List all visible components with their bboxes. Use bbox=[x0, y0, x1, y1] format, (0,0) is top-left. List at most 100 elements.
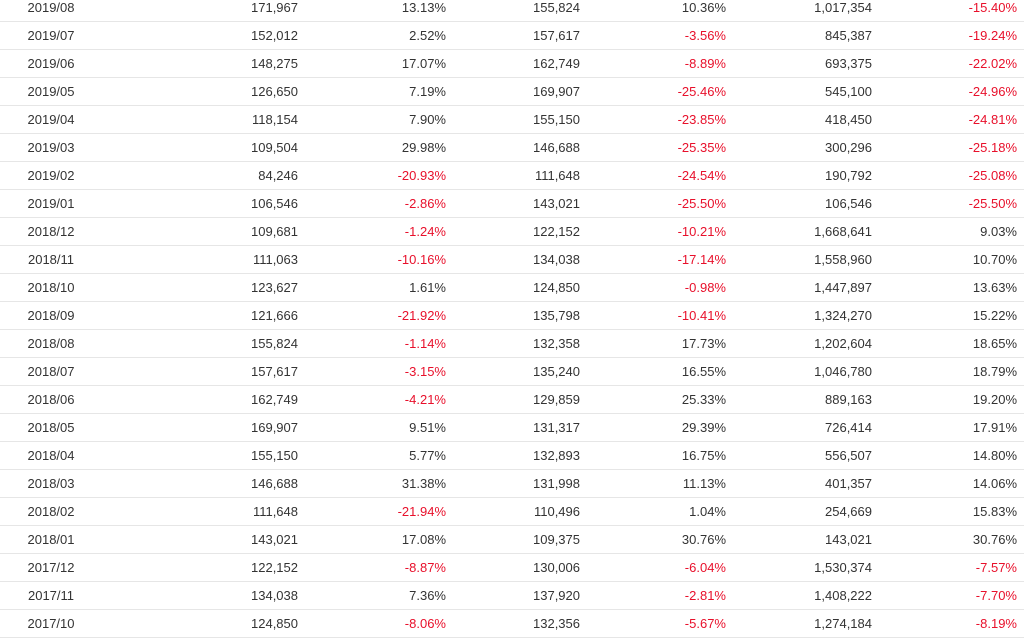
value-cell: 123,627 bbox=[251, 280, 298, 295]
value-cell: 15.83% bbox=[972, 504, 1017, 519]
value-cell: -25.46% bbox=[677, 84, 726, 99]
value-cell: 10.70% bbox=[972, 252, 1017, 267]
value-cell: 13.63% bbox=[972, 280, 1017, 295]
value-cell: -5.67% bbox=[684, 616, 726, 631]
value-cell: 2.52% bbox=[409, 28, 446, 43]
period-cell: 2018/07 bbox=[27, 364, 75, 379]
value-cell: 401,357 bbox=[825, 476, 872, 491]
value-cell: -21.94% bbox=[397, 504, 446, 519]
value-cell: 1,324,270 bbox=[814, 308, 872, 323]
value-cell: 121,666 bbox=[251, 308, 298, 323]
value-cell: -3.15% bbox=[404, 364, 446, 379]
value-cell: 1.04% bbox=[689, 504, 726, 519]
value-cell: 143,021 bbox=[533, 196, 580, 211]
value-cell: 162,749 bbox=[533, 56, 580, 71]
table-row: 2018/05 169,907 9.51% 131,317 29.39% 726,414 1… bbox=[0, 414, 1024, 442]
value-cell: -21.92% bbox=[397, 308, 446, 323]
value-cell: 143,021 bbox=[251, 532, 298, 547]
value-cell: 1,017,354 bbox=[814, 0, 872, 15]
value-cell: 118,154 bbox=[251, 112, 298, 127]
value-cell: 418,450 bbox=[825, 112, 872, 127]
value-cell: -23.85% bbox=[677, 112, 726, 127]
table-row: 2018/07 157,617 -3.15% 135,240 16.55% 1,046,7… bbox=[0, 358, 1024, 386]
value-cell: 17.08% bbox=[401, 532, 446, 547]
value-cell: 9.51% bbox=[409, 420, 446, 435]
value-cell: 109,375 bbox=[533, 532, 580, 547]
value-cell: -24.54% bbox=[677, 168, 726, 183]
value-cell: -7.57% bbox=[975, 560, 1017, 575]
value-cell: 146,688 bbox=[251, 476, 298, 491]
value-cell: 122,152 bbox=[251, 560, 298, 575]
value-cell: 106,546 bbox=[825, 196, 872, 211]
value-cell: 1,558,960 bbox=[814, 252, 872, 267]
value-cell: 9.03% bbox=[980, 224, 1017, 239]
table-row: 2019/08 171,967 13.13% 155,824 10.36% 1,017,3… bbox=[0, 0, 1024, 22]
table-row: 2019/04 118,154 7.90% 155,150 -23.85% 418,450… bbox=[0, 106, 1024, 134]
value-cell: 16.55% bbox=[681, 364, 726, 379]
value-cell: 135,798 bbox=[533, 308, 580, 323]
value-cell: 10.36% bbox=[681, 0, 726, 15]
value-cell: 15.22% bbox=[972, 308, 1017, 323]
value-cell: 84,246 bbox=[258, 168, 298, 183]
table-row: 2017/12 122,152 -8.87% 130,006 -6.04% 1,530,3… bbox=[0, 554, 1024, 582]
value-cell: -1.24% bbox=[404, 224, 446, 239]
value-cell: 137,920 bbox=[533, 588, 580, 603]
value-cell: 16.75% bbox=[681, 448, 726, 463]
value-cell: 111,648 bbox=[534, 168, 580, 183]
value-cell: 14.80% bbox=[972, 448, 1017, 463]
value-cell: 134,038 bbox=[251, 588, 298, 603]
period-cell: 2017/11 bbox=[27, 588, 75, 603]
value-cell: 190,792 bbox=[825, 168, 872, 183]
value-cell: 556,507 bbox=[825, 448, 872, 463]
value-cell: 169,907 bbox=[251, 420, 298, 435]
value-cell: 18.65% bbox=[972, 336, 1017, 351]
value-cell: -4.21% bbox=[404, 392, 446, 407]
period-cell: 2019/05 bbox=[27, 84, 75, 99]
value-cell: -8.87% bbox=[404, 560, 446, 575]
value-cell: -8.06% bbox=[404, 616, 446, 631]
value-cell: 29.39% bbox=[681, 420, 726, 435]
value-cell: 122,152 bbox=[533, 224, 580, 239]
value-cell: 30.76% bbox=[681, 532, 726, 547]
value-cell: 17.07% bbox=[401, 56, 446, 71]
table-row: 2018/08 155,824 -1.14% 132,358 17.73% 1,202,6… bbox=[0, 330, 1024, 358]
value-cell: 254,669 bbox=[825, 504, 872, 519]
period-cell: 2018/02 bbox=[27, 504, 75, 519]
period-cell: 2018/06 bbox=[27, 392, 75, 407]
value-cell: 17.91% bbox=[972, 420, 1017, 435]
period-cell: 2018/09 bbox=[27, 308, 75, 323]
value-cell: 110,496 bbox=[533, 504, 580, 519]
period-cell: 2019/02 bbox=[27, 168, 75, 183]
value-cell: 726,414 bbox=[825, 420, 872, 435]
value-cell: 155,824 bbox=[251, 336, 298, 351]
value-cell: 129,859 bbox=[533, 392, 580, 407]
value-cell: 152,012 bbox=[251, 28, 298, 43]
value-cell: 131,998 bbox=[533, 476, 580, 491]
period-cell: 2018/12 bbox=[27, 224, 75, 239]
value-cell: -2.86% bbox=[404, 196, 446, 211]
value-cell: 17.73% bbox=[681, 336, 726, 351]
value-cell: 300,296 bbox=[825, 140, 872, 155]
value-cell: 132,893 bbox=[533, 448, 580, 463]
table-row: 2018/11 111,063 -10.16% 134,038 -17.14% 1,558… bbox=[0, 246, 1024, 274]
value-cell: 1,668,641 bbox=[814, 224, 872, 239]
value-cell: 111,648 bbox=[252, 504, 298, 519]
value-cell: 30.76% bbox=[972, 532, 1017, 547]
value-cell: -7.70% bbox=[975, 588, 1017, 603]
period-cell: 2018/11 bbox=[27, 252, 75, 267]
value-cell: -22.02% bbox=[968, 56, 1017, 71]
table-row: 2019/07 152,012 2.52% 157,617 -3.56% 845,387 -… bbox=[0, 22, 1024, 50]
value-cell: 845,387 bbox=[825, 28, 872, 43]
value-cell: 146,688 bbox=[533, 140, 580, 155]
value-cell: 162,749 bbox=[251, 392, 298, 407]
table-row: 2019/01 106,546 -2.86% 143,021 -25.50% 106,54… bbox=[0, 190, 1024, 218]
table-row: 2018/04 155,150 5.77% 132,893 16.75% 556,507 1… bbox=[0, 442, 1024, 470]
table-row: 2018/09 121,666 -21.92% 135,798 -10.41% 1,324… bbox=[0, 302, 1024, 330]
value-cell: 5.77% bbox=[409, 448, 446, 463]
value-cell: 545,100 bbox=[825, 84, 872, 99]
value-cell: -25.08% bbox=[968, 168, 1017, 183]
value-cell: -15.40% bbox=[968, 0, 1017, 15]
value-cell: 11.13% bbox=[682, 476, 726, 491]
value-cell: 135,240 bbox=[533, 364, 580, 379]
period-cell: 2018/10 bbox=[27, 280, 75, 295]
